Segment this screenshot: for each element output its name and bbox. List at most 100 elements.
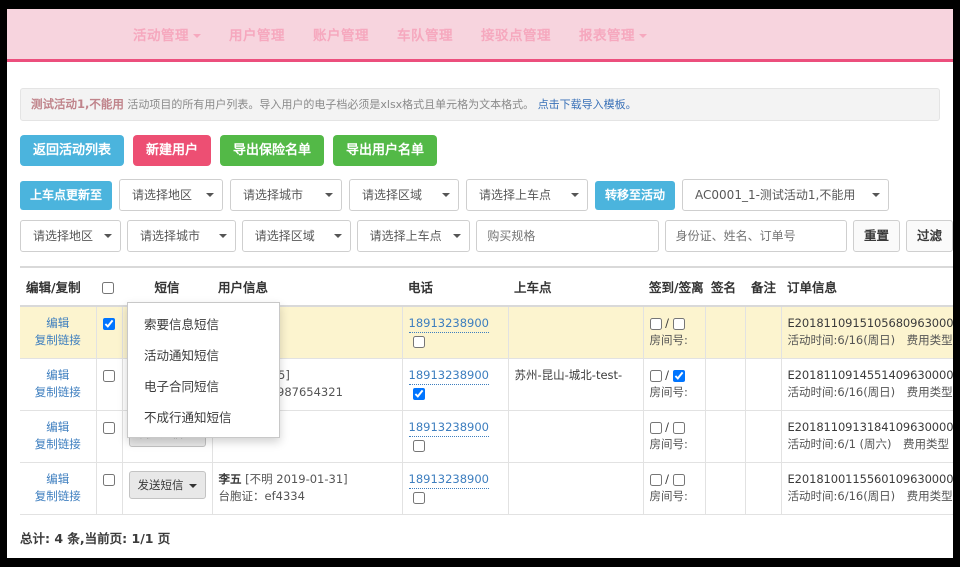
nav-item-account-management[interactable]: 账户管理 — [313, 24, 369, 44]
signin-checkbox[interactable] — [649, 369, 662, 382]
signature-cell — [704, 462, 745, 515]
nav-item-pickup-point-management[interactable]: 接驳点管理 — [481, 24, 551, 44]
sms-menu-item-cancel-notice[interactable]: 不成行通知短信 — [144, 410, 232, 425]
signin-checkbox[interactable] — [649, 473, 662, 486]
reset-button[interactable]: 重置 — [852, 220, 900, 252]
filter-button[interactable]: 过滤 — [905, 220, 953, 252]
order-meta: 活动时间:6/1 (周六) 费用类型 — [787, 437, 950, 451]
signature-cell — [704, 358, 745, 411]
sms-menu-item-request-info[interactable]: 索要信息短信 — [144, 317, 220, 332]
edit-link[interactable]: 编辑 — [46, 368, 70, 382]
send-sms-button[interactable]: 发送短信 — [128, 471, 206, 499]
area-select-1[interactable]: 请选择区域 — [349, 179, 460, 211]
sms-menu-item-econtract[interactable]: 电子合同短信 — [144, 379, 220, 394]
activity-select-value: AC0001_1-测试活动1,不能用 — [695, 188, 856, 202]
row-checkbox[interactable] — [102, 473, 115, 486]
table-row: 编辑 复制链接 发送短信 李五 [不明 2019-01-31] 台 — [20, 462, 954, 515]
search-input[interactable] — [664, 220, 847, 252]
region-select-1-value: 请选择地区 — [132, 188, 193, 202]
header-select-all — [96, 266, 122, 307]
phone-verified-checkbox[interactable] — [412, 439, 425, 452]
phone-cell: 18913238900 — [401, 358, 508, 411]
nav-item-fleet-management[interactable]: 车队管理 — [397, 24, 453, 44]
phone-verified-checkbox[interactable] — [412, 335, 425, 348]
copy-link[interactable]: 复制链接 — [34, 385, 81, 399]
transfer-to-activity-button[interactable]: 转移至活动 — [595, 180, 676, 210]
row-select-cell — [95, 306, 122, 359]
nav-label: 账户管理 — [313, 28, 369, 44]
nav-item-user-management[interactable]: 用户管理 — [229, 24, 285, 44]
order-id: E2018110914551409630000198 — [787, 368, 954, 382]
signout-checkbox[interactable] — [672, 369, 685, 382]
city-select-2[interactable]: 请选择城市 — [126, 220, 236, 252]
export-user-list-button[interactable]: 导出用户名单 — [333, 135, 438, 166]
row-checkbox[interactable] — [102, 369, 115, 382]
room-number-label: 房间号: — [649, 333, 688, 347]
purchase-spec-input[interactable] — [476, 220, 659, 252]
area-select-2-value: 请选择区域 — [254, 229, 315, 243]
sms-dropdown-menu[interactable]: 索要信息短信 活动通知短信 电子合同短信 不成行通知短信 — [127, 302, 280, 438]
pickup-select-2-value: 请选择上车点 — [369, 229, 442, 243]
remark-cell — [744, 306, 781, 359]
new-user-button[interactable]: 新建用户 — [133, 135, 212, 166]
top-navbar: 活动管理 用户管理 账户管理 车队管理 接驳点管理 报表管理 — [7, 9, 953, 62]
nav-item-activity-management[interactable]: 活动管理 — [133, 24, 201, 44]
city-select-1-value: 请选择城市 — [243, 188, 304, 202]
signout-checkbox[interactable] — [672, 421, 685, 434]
edit-link[interactable]: 编辑 — [46, 472, 70, 486]
signout-checkbox[interactable] — [672, 317, 685, 330]
phone-number[interactable]: 18913238900 — [408, 367, 489, 385]
region-select-2[interactable]: 请选择地区 — [20, 220, 121, 252]
sms-cell: 发送短信 — [121, 462, 212, 515]
signin-checkbox[interactable] — [649, 317, 662, 330]
city-select-1[interactable]: 请选择城市 — [230, 179, 343, 211]
area-select-2[interactable]: 请选择区域 — [241, 220, 351, 252]
remark-cell — [744, 410, 781, 463]
user-meta: [不明 2019-01-31] — [245, 472, 348, 486]
pickup-select-1[interactable]: 请选择上车点 — [466, 179, 589, 211]
order-info-cell: E2018110915105680963000025 活动时间:6/16(周日)… — [780, 306, 953, 359]
nav-label: 活动管理 — [133, 28, 189, 44]
update-pickup-point-button[interactable]: 上车点更新至 — [20, 180, 113, 210]
edit-link[interactable]: 编辑 — [46, 420, 70, 434]
order-info-cell: E2018110914551409630000198 活动时间:6/16(周日)… — [780, 358, 954, 411]
copy-link[interactable]: 复制链接 — [34, 489, 81, 503]
header-edit-copy: 编辑/复制 — [20, 266, 96, 307]
pickup-select-2[interactable]: 请选择上车点 — [356, 220, 471, 252]
export-insurance-list-button[interactable]: 导出保险名单 — [220, 135, 325, 166]
back-to-activity-list-button[interactable]: 返回活动列表 — [20, 135, 125, 166]
signout-checkbox[interactable] — [672, 473, 685, 486]
nav-item-report-management[interactable]: 报表管理 — [579, 24, 647, 44]
order-id: E2018100115560109630000035 — [787, 472, 954, 486]
info-alert: 测试活动1,不能用 活动项目的所有用户列表。导入用户的电子档必须是xlsx格式且… — [20, 88, 940, 121]
order-info-cell: E2018110913184109630000319 活动时间:6/1 (周六)… — [780, 410, 953, 463]
search-filter-row: 请选择地区 请选择城市 请选择区域 请选择上车点 重置 过滤 — [20, 220, 953, 252]
user-info-cell: 李五 [不明 2019-01-31] 台胞证：ef4334 — [211, 462, 402, 515]
row-checkbox[interactable] — [102, 421, 115, 434]
select-all-checkbox[interactable] — [102, 281, 114, 294]
activity-select[interactable]: AC0001_1-测试活动1,不能用 — [682, 179, 890, 211]
header-sms: 短信 — [122, 266, 212, 307]
phone-verified-checkbox[interactable] — [412, 387, 425, 400]
edit-copy-cell: 编辑 复制链接 — [20, 358, 96, 411]
alert-activity-name: 测试活动1,不能用 — [31, 97, 124, 111]
phone-cell: 18913238900 — [401, 306, 508, 359]
phone-number[interactable]: 18913238900 — [408, 471, 489, 489]
sms-menu-item-activity-notice[interactable]: 活动通知短信 — [144, 348, 220, 363]
header-remark: 备注 — [745, 266, 781, 307]
chevron-down-icon — [453, 234, 462, 238]
region-select-1[interactable]: 请选择地区 — [119, 179, 224, 211]
phone-number[interactable]: 18913238900 — [408, 315, 489, 333]
edit-link[interactable]: 编辑 — [46, 316, 70, 330]
copy-link[interactable]: 复制链接 — [34, 437, 81, 451]
signin-signout-cell: / 房间号: — [642, 410, 705, 463]
phone-verified-checkbox[interactable] — [412, 491, 425, 504]
row-checkbox[interactable] — [102, 317, 115, 330]
app-page: 活动管理 用户管理 账户管理 车队管理 接驳点管理 报表管理 测试活动1,不能用… — [7, 9, 953, 558]
signin-checkbox[interactable] — [649, 421, 662, 434]
phone-number[interactable]: 18913238900 — [408, 419, 489, 437]
edit-copy-cell: 编辑 复制链接 — [20, 462, 96, 515]
copy-link[interactable]: 复制链接 — [34, 333, 81, 347]
download-template-link[interactable]: 点击下载导入模板。 — [537, 98, 637, 111]
phone-cell: 18913238900 — [401, 410, 508, 463]
